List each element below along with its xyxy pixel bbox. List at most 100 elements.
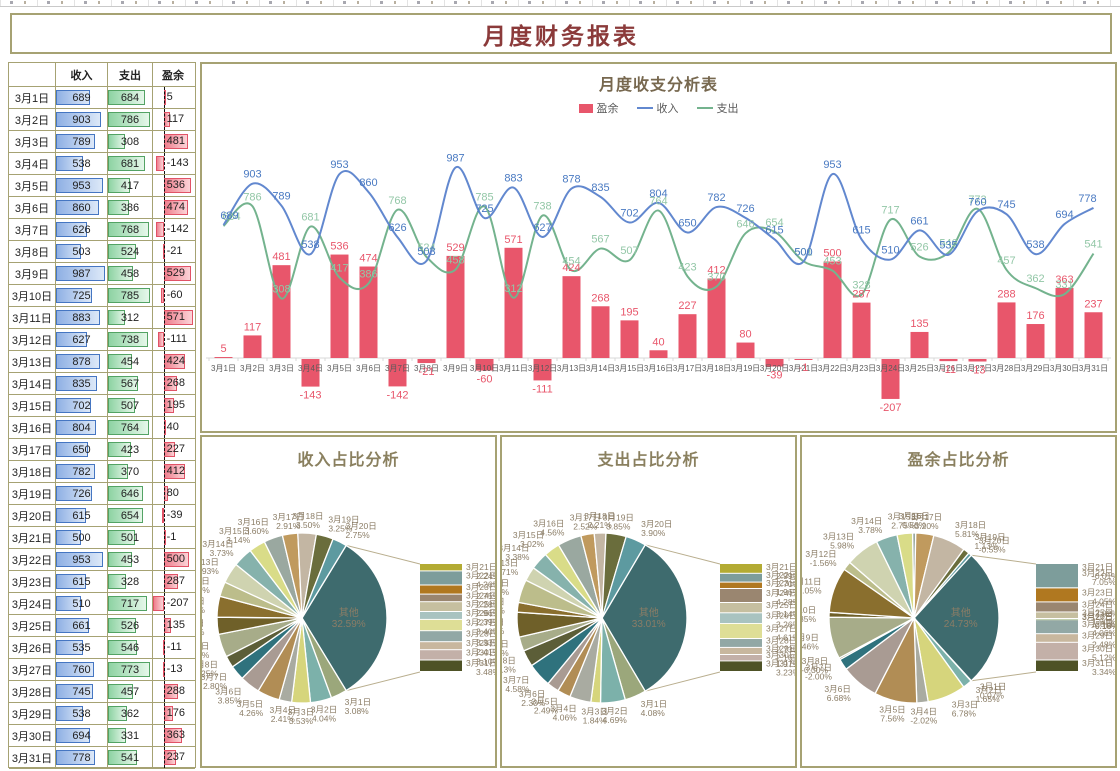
table-cell-expense[interactable]: 738	[108, 329, 153, 350]
pie-slice[interactable]	[601, 535, 647, 619]
table-cell-surplus[interactable]: 536	[153, 175, 193, 196]
bar-of-pie-segment[interactable]	[1036, 564, 1078, 588]
table-cell-income[interactable]: 661	[56, 615, 108, 636]
table-cell-date[interactable]: 3月15日	[9, 395, 56, 416]
table-cell-income[interactable]: 760	[56, 659, 108, 680]
surplus-bar[interactable]	[591, 306, 610, 358]
table-cell-date[interactable]: 3月23日	[9, 571, 56, 592]
table-cell-income[interactable]: 694	[56, 725, 108, 746]
pie-slice[interactable]	[913, 552, 973, 619]
table-cell-date[interactable]: 3月31日	[9, 747, 56, 768]
table-cell-income[interactable]: 535	[56, 637, 108, 658]
table-cell-income[interactable]: 500	[56, 527, 108, 548]
table-cell-date[interactable]: 3月1日	[9, 87, 56, 108]
table-cell-surplus[interactable]: 412	[153, 461, 193, 482]
pie-slice[interactable]	[301, 544, 388, 692]
bar-of-pie-segment[interactable]	[420, 619, 462, 631]
table-cell-income[interactable]: 782	[56, 461, 108, 482]
table-cell-surplus[interactable]: 195	[153, 395, 193, 416]
table-cell-surplus[interactable]: 40	[153, 417, 193, 438]
table-cell-date[interactable]: 3月29日	[9, 703, 56, 724]
table-cell-expense[interactable]: 717	[108, 593, 153, 614]
table-cell-date[interactable]: 3月10日	[9, 285, 56, 306]
surplus-bar[interactable]	[1084, 312, 1103, 358]
table-cell-surplus[interactable]: 287	[153, 571, 193, 592]
table-cell-income[interactable]: 903	[56, 109, 108, 130]
table-cell-income[interactable]: 538	[56, 703, 108, 724]
table-cell-date[interactable]: 3月24日	[9, 593, 56, 614]
bar-of-pie-segment[interactable]	[420, 564, 462, 571]
table-cell-surplus[interactable]: 288	[153, 681, 193, 702]
bar-of-pie-segment[interactable]	[420, 660, 462, 672]
surplus-bar[interactable]	[620, 320, 639, 358]
legend-item[interactable]: 盈余	[578, 100, 619, 116]
table-cell-date[interactable]: 3月25日	[9, 615, 56, 636]
bar-of-pie-segment[interactable]	[1036, 634, 1078, 642]
bar-of-pie-segment[interactable]	[720, 623, 762, 638]
table-cell-date[interactable]: 3月12日	[9, 329, 56, 350]
table-cell-income[interactable]: 615	[56, 571, 108, 592]
table-cell-income[interactable]: 510	[56, 593, 108, 614]
table-cell-date[interactable]: 3月28日	[9, 681, 56, 702]
table-cell-expense[interactable]: 331	[108, 725, 153, 746]
legend-item[interactable]: 支出	[696, 100, 739, 116]
bar-of-pie-segment[interactable]	[720, 589, 762, 602]
table-cell-income[interactable]: 860	[56, 197, 108, 218]
bar-of-pie-segment[interactable]	[1036, 660, 1078, 672]
table-cell-surplus[interactable]: 176	[153, 703, 193, 724]
table-cell-date[interactable]: 3月22日	[9, 549, 56, 570]
pie-slice[interactable]	[913, 554, 1000, 682]
bar-of-pie-segment[interactable]	[1036, 588, 1078, 602]
surplus-bar[interactable]	[968, 359, 987, 362]
table-cell-income[interactable]: 778	[56, 747, 108, 768]
surplus-bar[interactable]	[301, 359, 320, 387]
table-cell-date[interactable]: 3月26日	[9, 637, 56, 658]
table-cell-expense[interactable]: 681	[108, 153, 153, 174]
table-cell-date[interactable]: 3月17日	[9, 439, 56, 460]
surplus-bar[interactable]	[881, 359, 900, 399]
table-cell-expense[interactable]: 417	[108, 175, 153, 196]
bar-of-pie-segment[interactable]	[720, 647, 762, 654]
surplus-bar[interactable]	[388, 359, 407, 387]
table-cell-expense[interactable]: 526	[108, 615, 153, 636]
table-cell-surplus[interactable]: -142	[153, 219, 193, 240]
table-cell-expense[interactable]: 567	[108, 373, 153, 394]
table-cell-date[interactable]: 3月11日	[9, 307, 56, 328]
table-cell-date[interactable]: 3月3日	[9, 131, 56, 152]
table-cell-surplus[interactable]: 571	[153, 307, 193, 328]
table-cell-expense[interactable]: 646	[108, 483, 153, 504]
table-cell-expense[interactable]: 786	[108, 109, 153, 130]
table-cell-income[interactable]: 745	[56, 681, 108, 702]
table-cell-expense[interactable]: 541	[108, 747, 153, 768]
surplus-bar[interactable]	[852, 302, 871, 358]
table-cell-date[interactable]: 3月30日	[9, 725, 56, 746]
bar-of-pie-segment[interactable]	[720, 582, 762, 588]
table-cell-surplus[interactable]: 80	[153, 483, 193, 504]
bar-of-pie-segment[interactable]	[720, 655, 762, 661]
table-cell-income[interactable]: 702	[56, 395, 108, 416]
table-cell-expense[interactable]: 773	[108, 659, 153, 680]
income-line[interactable]	[222, 166, 1094, 265]
table-cell-date[interactable]: 3月18日	[9, 461, 56, 482]
table-cell-expense[interactable]: 328	[108, 571, 153, 592]
table-cell-income[interactable]: 503	[56, 241, 108, 262]
table-cell-surplus[interactable]: 117	[153, 109, 193, 130]
table-cell-surplus[interactable]: -11	[153, 637, 193, 658]
table-cell-expense[interactable]: 458	[108, 263, 153, 284]
surplus-bar[interactable]	[214, 357, 233, 359]
surplus-bar[interactable]	[939, 359, 958, 362]
table-cell-surplus[interactable]: -60	[153, 285, 193, 306]
surplus-bar[interactable]	[417, 359, 436, 364]
surplus-bar[interactable]	[475, 359, 494, 371]
bar-of-pie-segment[interactable]	[720, 639, 762, 647]
table-cell-date[interactable]: 3月16日	[9, 417, 56, 438]
table-cell-expense[interactable]: 501	[108, 527, 153, 548]
surplus-bar[interactable]	[504, 247, 523, 358]
table-cell-surplus[interactable]: 474	[153, 197, 193, 218]
bar-of-pie-segment[interactable]	[1036, 612, 1078, 618]
surplus-pie-panel[interactable]: 盈余占比分析 其他 24.73% 3月1日 0.07% 3月2日 1.65% 3月3日 6.7…	[785, 435, 1119, 768]
table-cell-income[interactable]: 538	[56, 153, 108, 174]
table-cell-expense[interactable]: 454	[108, 351, 153, 372]
table-cell-surplus[interactable]: 237	[153, 747, 193, 768]
bar-of-pie-segment[interactable]	[1036, 642, 1078, 660]
